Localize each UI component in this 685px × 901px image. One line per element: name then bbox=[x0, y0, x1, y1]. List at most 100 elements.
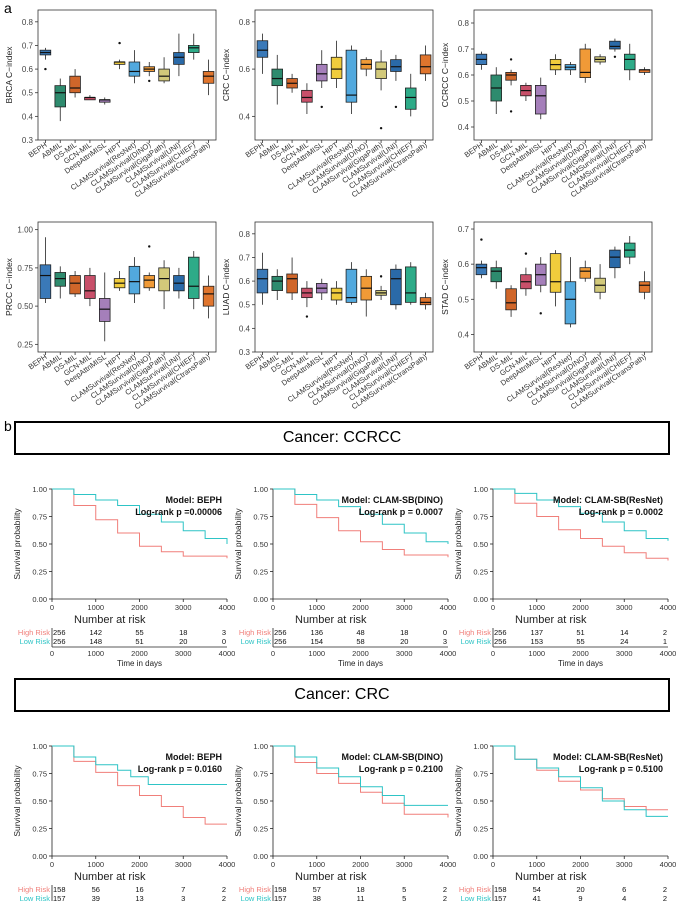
risk-count-low: 157 bbox=[274, 894, 287, 901]
box bbox=[549, 253, 562, 293]
y-tick-label: 0.25 bbox=[473, 825, 488, 834]
risk-count-high: 20 bbox=[576, 885, 584, 894]
y-tick-label: 1.00 bbox=[17, 226, 33, 235]
box bbox=[419, 297, 432, 306]
y-tick-label: 1.00 bbox=[253, 485, 268, 494]
box bbox=[99, 298, 111, 322]
box bbox=[419, 54, 432, 75]
y-tick-label: 0.7 bbox=[458, 45, 470, 54]
logrank-p-label: Log-rank p = 0.0007 bbox=[359, 507, 443, 517]
risk-count-high: 18 bbox=[400, 628, 408, 637]
box bbox=[564, 281, 577, 325]
risk-count-low: 1 bbox=[663, 637, 667, 646]
x-tick-label: 4000 bbox=[660, 603, 677, 612]
box bbox=[271, 68, 283, 87]
y-tick-label: 0.8 bbox=[22, 18, 34, 27]
risk-label-high: High Risk bbox=[239, 628, 271, 637]
risk-x-tick-label: 0 bbox=[271, 649, 275, 658]
y-tick-label: 0.50 bbox=[32, 540, 47, 549]
plot-frame bbox=[37, 9, 217, 141]
y-tick-label: 0.7 bbox=[458, 225, 470, 234]
y-tick-label: 0.4 bbox=[22, 112, 34, 121]
x-tick-label: 3000 bbox=[175, 603, 192, 612]
risk-count-low: 0 bbox=[222, 637, 226, 646]
y-tick-label: 0.8 bbox=[239, 18, 251, 27]
risk-count-high: 3 bbox=[222, 628, 226, 637]
box bbox=[128, 61, 141, 77]
model-label: Model: CLAM-SB(DINO) bbox=[342, 495, 443, 505]
x-tick-label: 2000 bbox=[352, 603, 369, 612]
panel-a-label: a bbox=[4, 0, 12, 16]
risk-count-high: 18 bbox=[356, 885, 364, 894]
x-tick-label: 0 bbox=[50, 603, 54, 612]
y-tick-label: 0.25 bbox=[32, 825, 47, 834]
y-tick-label: 0.00 bbox=[32, 852, 47, 861]
y-tick-label: 0.8 bbox=[458, 19, 470, 28]
y-tick-label: 0.6 bbox=[22, 65, 34, 74]
y-axis-label: CCRCC C−index bbox=[440, 42, 450, 107]
risk-count-high: 256 bbox=[53, 628, 66, 637]
y-tick-label: 0.6 bbox=[239, 277, 251, 286]
low-risk-curve bbox=[52, 488, 228, 544]
box bbox=[188, 45, 200, 53]
x-tick-label: 1000 bbox=[308, 603, 325, 612]
risk-count-low: 13 bbox=[135, 894, 143, 901]
risk-count-low: 20 bbox=[400, 637, 408, 646]
risk-label-low: Low Risk bbox=[461, 637, 492, 646]
risk-count-low: 38 bbox=[313, 894, 321, 901]
y-tick-label: 0.00 bbox=[253, 595, 268, 604]
y-axis-label: BRCA C−index bbox=[4, 46, 14, 104]
risk-label-high: High Risk bbox=[459, 628, 491, 637]
risk-count-high: 256 bbox=[494, 628, 507, 637]
outlier-point bbox=[480, 238, 483, 241]
risk-count-low: 3 bbox=[181, 894, 185, 901]
y-tick-label: 0.50 bbox=[253, 540, 268, 549]
x-tick-label: 4000 bbox=[219, 860, 236, 869]
risk-count-low: 148 bbox=[89, 637, 102, 646]
low-risk-curve bbox=[493, 745, 668, 817]
y-tick-label: 1.00 bbox=[473, 742, 488, 751]
box bbox=[390, 59, 402, 72]
risk-count-high: 55 bbox=[135, 628, 143, 637]
box bbox=[158, 68, 170, 82]
low-risk-curve bbox=[273, 488, 449, 544]
box bbox=[301, 89, 313, 103]
x-tick-label: 1000 bbox=[87, 860, 104, 869]
box bbox=[330, 56, 343, 79]
outlier-point bbox=[394, 105, 398, 109]
risk-count-high: 2 bbox=[663, 628, 667, 637]
risk-count-low: 51 bbox=[135, 637, 143, 646]
risk-count-low: 41 bbox=[533, 894, 541, 901]
risk-label-high: High Risk bbox=[459, 885, 491, 894]
y-tick-label: 0.8 bbox=[239, 230, 251, 239]
box bbox=[330, 287, 343, 301]
risk-x-tick-label: 4000 bbox=[440, 649, 457, 658]
risk-x-tick-label: 1000 bbox=[308, 649, 325, 658]
risk-label-high: High Risk bbox=[18, 885, 50, 894]
risk-label-low: Low Risk bbox=[241, 637, 272, 646]
x-tick-label: 1000 bbox=[528, 860, 545, 869]
risk-count-low: 157 bbox=[494, 894, 507, 901]
box bbox=[638, 281, 651, 293]
x-tick-label: 4000 bbox=[440, 603, 457, 612]
outlier-point bbox=[148, 79, 151, 83]
risk-x-tick-label: 2000 bbox=[352, 649, 369, 658]
y-axis-label: CRC C−index bbox=[221, 48, 231, 101]
risk-count-low: 39 bbox=[92, 894, 100, 901]
risk-table-title: Number at risk bbox=[74, 614, 146, 626]
box bbox=[54, 85, 66, 108]
y-tick-label: 0.00 bbox=[32, 595, 47, 604]
risk-count-low: 24 bbox=[620, 637, 628, 646]
x-tick-label: 3000 bbox=[396, 603, 413, 612]
y-axis-label: STAD C−index bbox=[440, 258, 450, 315]
box bbox=[535, 85, 547, 115]
risk-count-high: 137 bbox=[530, 628, 543, 637]
risk-count-low: 256 bbox=[274, 637, 287, 646]
plot-frame bbox=[37, 221, 217, 353]
risk-count-low: 4 bbox=[622, 894, 626, 901]
risk-count-high: 256 bbox=[274, 628, 287, 637]
y-axis-label: Survival probability bbox=[453, 765, 463, 837]
box bbox=[490, 267, 502, 283]
outlier-point bbox=[379, 275, 383, 278]
x-axis-label: Time in days bbox=[338, 659, 383, 668]
